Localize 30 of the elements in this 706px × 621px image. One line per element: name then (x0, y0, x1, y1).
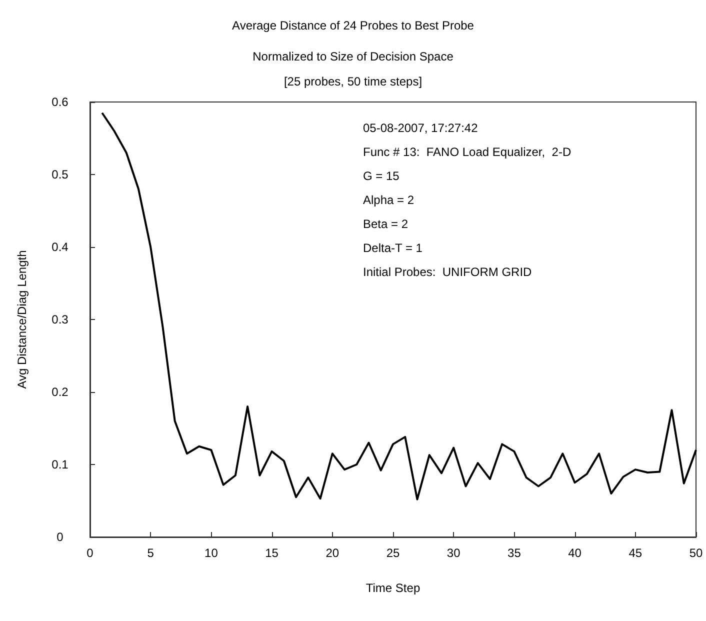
y-tick-label: 0.1 (52, 458, 69, 472)
y-tick-label: 0.2 (52, 385, 69, 399)
y-tick-label: 0.4 (52, 240, 69, 254)
x-tick-label: 25 (386, 546, 400, 560)
x-tick-label: 35 (508, 546, 522, 560)
chart-subtitle: Normalized to Size of Decision Space [25 probes, 50 time steps] (252, 50, 454, 88)
annotation: Delta-T = 1 (363, 241, 423, 255)
x-tick-label: 30 (446, 546, 461, 560)
x-tick-label: 20 (326, 546, 340, 560)
annotation: G = 15 (363, 169, 400, 183)
x-tick-label: 15 (265, 546, 279, 560)
chart-title: Average Distance of 24 Probes to Best Probe (232, 18, 474, 32)
y-tick-label: 0.3 (52, 312, 69, 326)
x-tick-label: 0 (86, 546, 94, 560)
x-tick-label: 50 (689, 546, 703, 560)
annotation: Func # 13: FANO Load Equalizer, 2-D (363, 145, 572, 159)
x-tick-label: 45 (628, 546, 642, 560)
y-tick-label: 0.6 (52, 95, 69, 109)
y-tick-label: 0.5 (52, 168, 69, 182)
annotation: Beta = 2 (363, 217, 408, 231)
x-tick-label: 5 (147, 546, 154, 560)
annotation: Alpha = 2 (363, 193, 414, 207)
annotation: Initial Probes: UNIFORM GRID (363, 265, 532, 279)
y-tick-label: 0 (56, 530, 64, 544)
line-series (101, 112, 697, 500)
annotation: 05-08-2007, 17:27:42 (363, 121, 478, 135)
y-axis-title: Avg Distance/Diag Length (15, 250, 29, 389)
x-tick-label: 10 (204, 546, 218, 560)
x-axis-title: Time Step (366, 581, 420, 595)
x-tick-label: 40 (568, 546, 582, 560)
